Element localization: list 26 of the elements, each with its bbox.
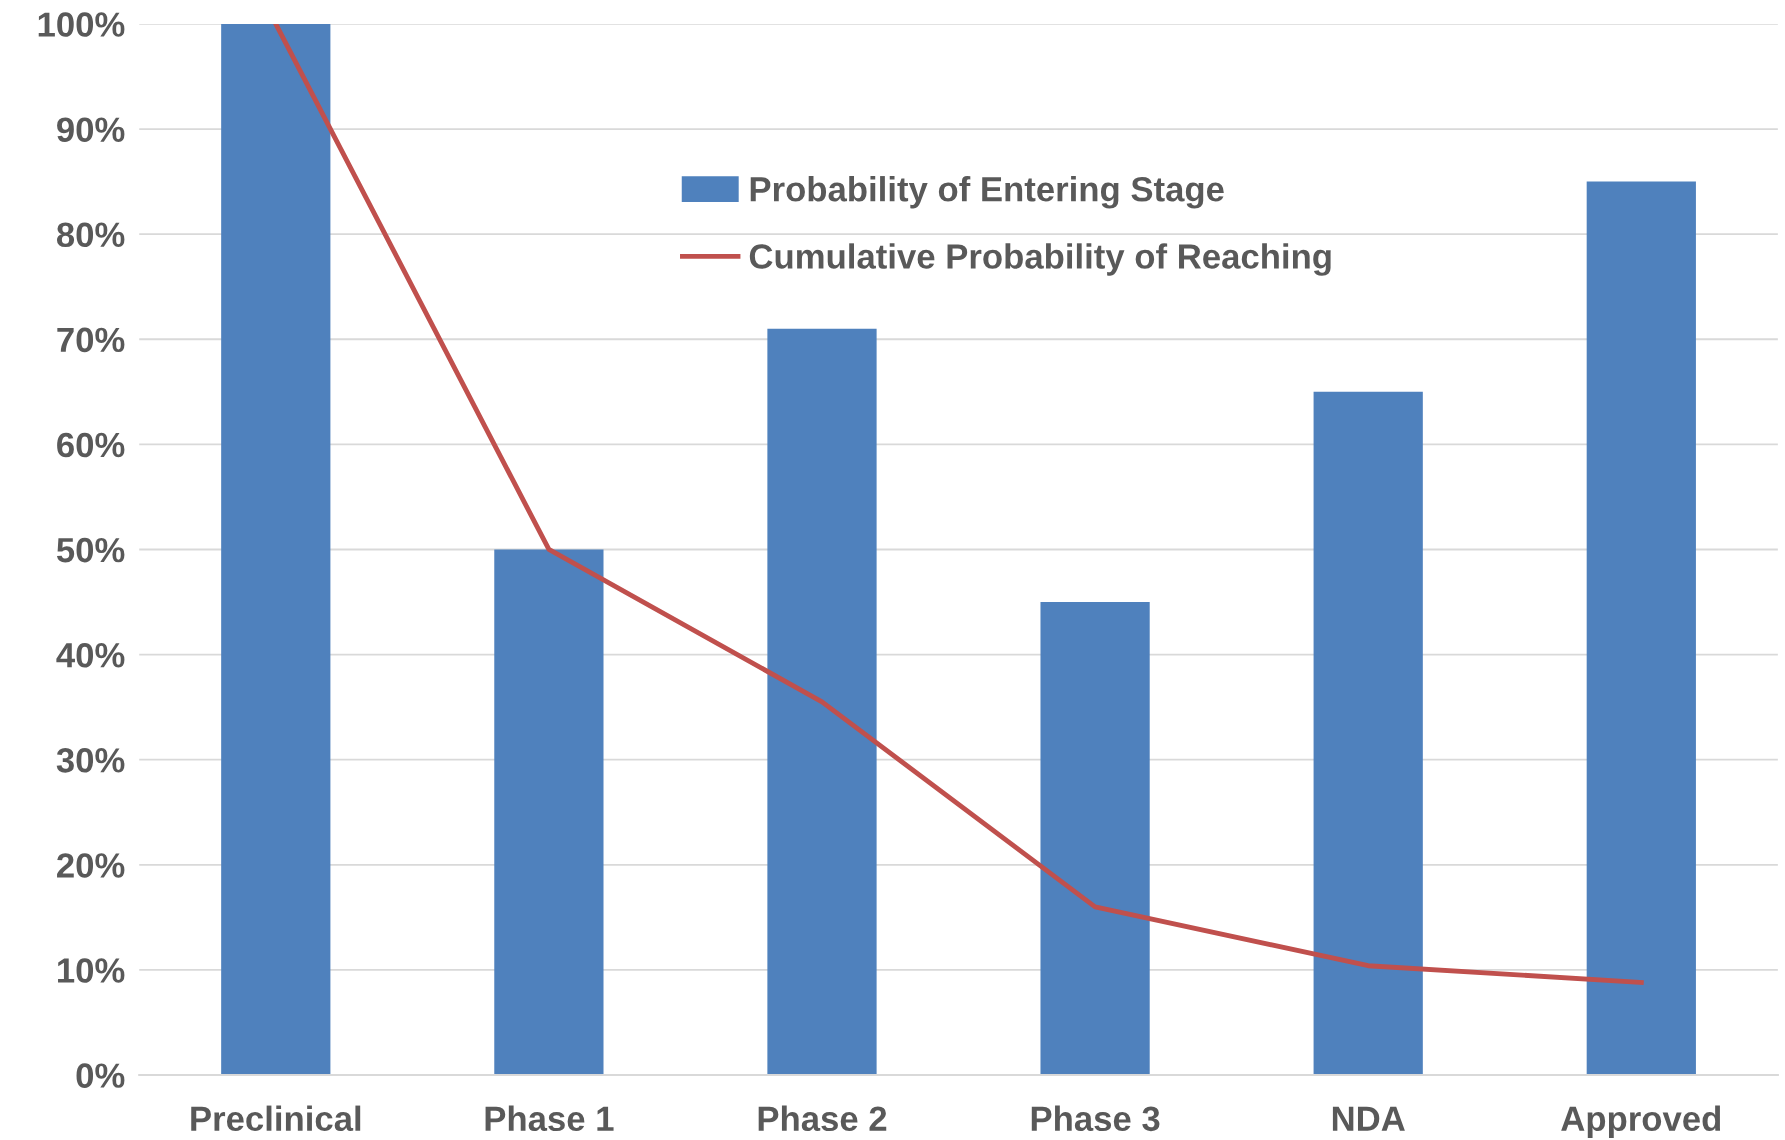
- bar: [494, 549, 604, 1076]
- x-tick-label: NDA: [1332, 1106, 1405, 1131]
- legend-label: Cumulative Probability of Reaching: [749, 243, 1331, 276]
- y-tick-label: 60%: [57, 432, 125, 458]
- bar: [221, 23, 331, 1076]
- bar: [1313, 391, 1423, 1076]
- bar: [1040, 602, 1150, 1076]
- y-tick-label: 10%: [58, 958, 125, 983]
- legend-label: Probability of Entering Stage: [750, 176, 1224, 209]
- line-series: [273, 23, 1644, 985]
- x-tick-label: Approved: [1561, 1105, 1721, 1138]
- x-tick-label: Phase 1: [485, 1105, 614, 1132]
- y-tick-label: 100%: [38, 12, 125, 37]
- x-tick-label: Phase 2: [758, 1105, 887, 1132]
- y-tick-label: 30%: [56, 748, 125, 773]
- y-tick-label: 50%: [56, 537, 125, 563]
- y-tick-label: 0%: [76, 1063, 125, 1088]
- y-tick-label: 20%: [57, 853, 125, 878]
- bar: [1586, 181, 1696, 1076]
- y-tick-label: 90%: [57, 117, 125, 142]
- y-tick-label: 70%: [57, 327, 125, 353]
- x-tick-label: Phase 3: [1031, 1105, 1160, 1132]
- x-tick-label: Preclinical: [191, 1105, 361, 1132]
- y-tick-label: 40%: [56, 642, 125, 668]
- bar: [767, 328, 877, 1076]
- y-tick-label: 80%: [56, 222, 125, 248]
